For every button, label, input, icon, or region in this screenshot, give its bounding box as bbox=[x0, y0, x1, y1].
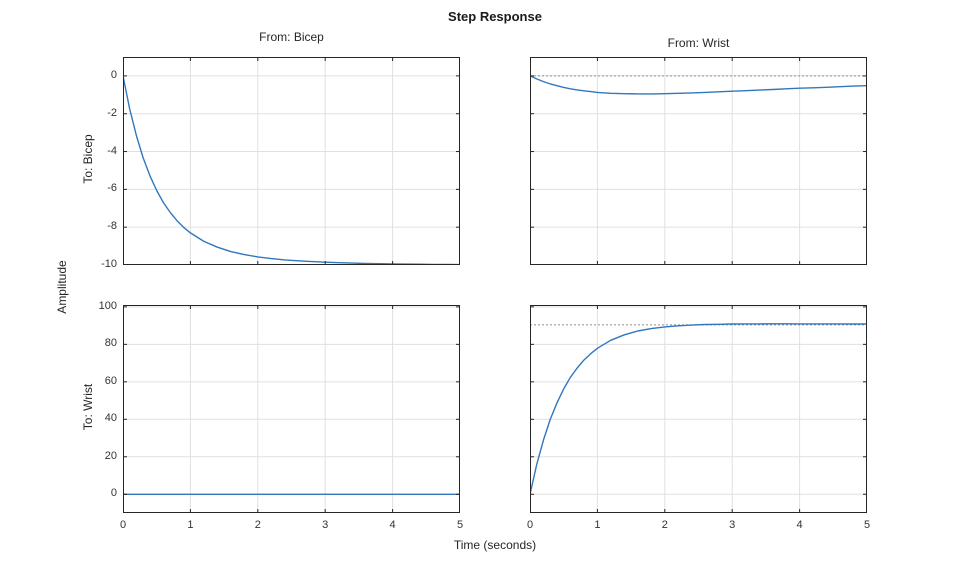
axes-frame bbox=[530, 57, 867, 265]
x-tick-label: 1 bbox=[594, 519, 601, 531]
y-tick-label: 80 bbox=[104, 337, 117, 350]
axes-frame bbox=[530, 305, 867, 513]
y-tick-label: 60 bbox=[104, 374, 117, 387]
axes-background bbox=[123, 305, 460, 513]
axes-frame bbox=[123, 305, 460, 513]
y-tick-label: -8 bbox=[107, 220, 117, 233]
x-tick-label: 2 bbox=[254, 519, 261, 531]
x-tick-label: 0 bbox=[119, 519, 127, 531]
x-tick-label: 0 bbox=[526, 519, 534, 531]
x-tick-label: 5 bbox=[456, 519, 464, 531]
y-tick-label: 0 bbox=[110, 68, 117, 81]
y-axis-label: Amplitude bbox=[55, 260, 69, 314]
response-curve bbox=[530, 75, 867, 95]
x-axis-label: Time (seconds) bbox=[453, 538, 537, 552]
column-title-from-wrist: From: Wrist bbox=[667, 36, 730, 50]
x-tick-label: 3 bbox=[729, 519, 736, 531]
subplot-from-bicep-to-bicep bbox=[123, 57, 460, 265]
column-title-from-bicep: From: Bicep bbox=[259, 30, 324, 44]
y-tick-label: 20 bbox=[104, 449, 117, 462]
x-tick-label: 1 bbox=[187, 519, 194, 531]
row-label-to-bicep: To: Bicep bbox=[81, 134, 95, 184]
y-tick-label: -10 bbox=[101, 258, 117, 270]
x-tick-label: 5 bbox=[863, 519, 871, 531]
x-tick-label: 4 bbox=[796, 519, 803, 531]
axes-background bbox=[530, 305, 867, 513]
y-tick-label: 40 bbox=[104, 412, 117, 425]
axes-frame bbox=[123, 57, 460, 265]
subplot-from-bicep-to-wrist bbox=[123, 305, 460, 513]
response-curve bbox=[530, 323, 867, 496]
axes-background bbox=[123, 57, 460, 265]
y-tick-label: 100 bbox=[98, 299, 117, 312]
x-tick-label: 2 bbox=[661, 519, 668, 531]
x-tick-label: 4 bbox=[389, 519, 396, 531]
figure-title: Step Response bbox=[448, 9, 542, 24]
subplot-from-wrist-to-wrist bbox=[530, 305, 867, 513]
y-tick-label: 0 bbox=[110, 487, 117, 500]
subplot-from-wrist-to-bicep bbox=[530, 57, 867, 265]
y-tick-label: -4 bbox=[107, 144, 117, 157]
y-tick-label: -6 bbox=[107, 182, 117, 195]
y-tick-label: -2 bbox=[107, 106, 117, 119]
x-tick-label: 3 bbox=[322, 519, 329, 531]
